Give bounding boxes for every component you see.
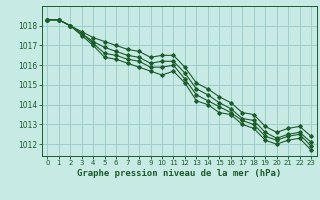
X-axis label: Graphe pression niveau de la mer (hPa): Graphe pression niveau de la mer (hPa): [77, 169, 281, 178]
